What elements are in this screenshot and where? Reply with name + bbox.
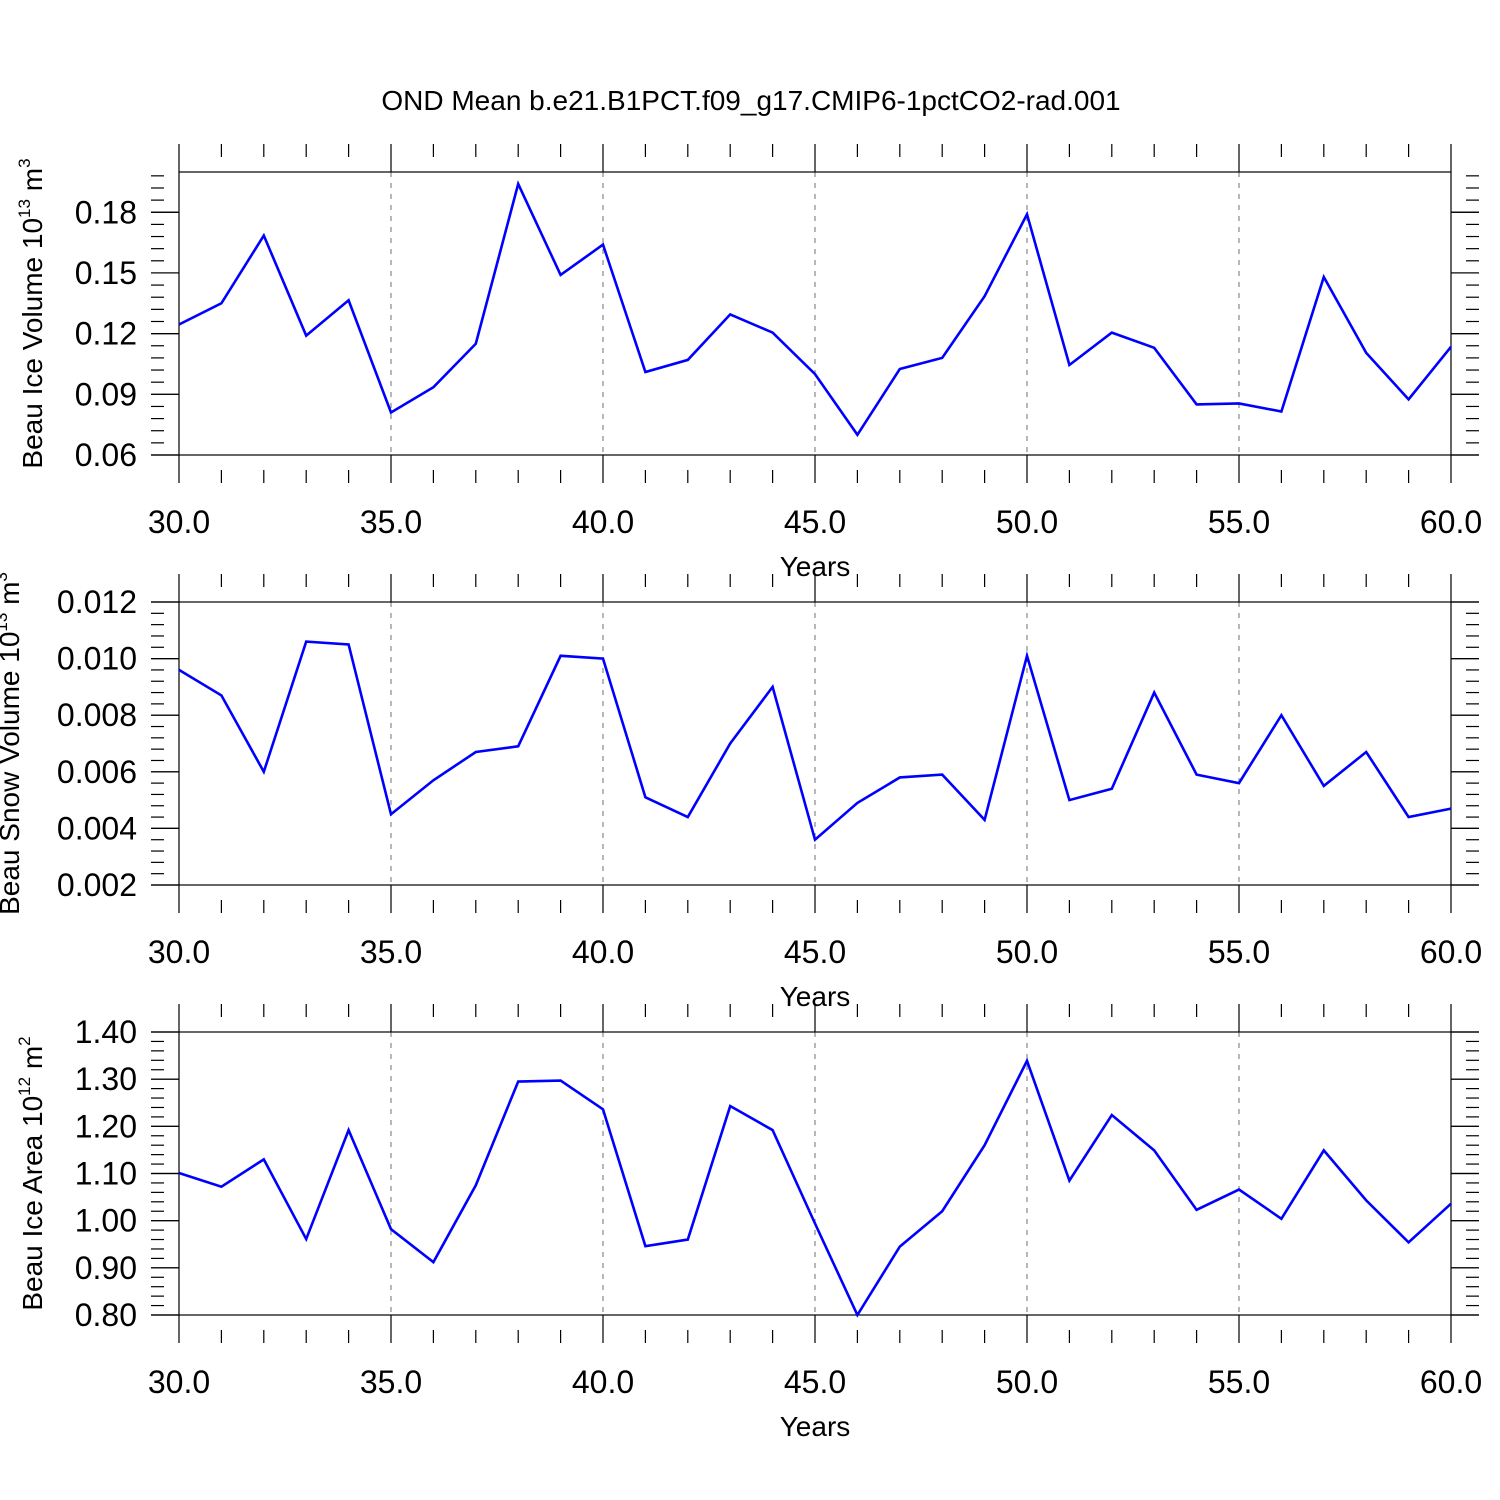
y-tick-label: 1.30 — [75, 1061, 137, 1097]
y-tick-label: 0.06 — [75, 437, 137, 473]
y-tick-label: 0.18 — [75, 194, 137, 230]
panel-1: 0.06 0.09 0.12 0.15 0.18 30.0 35.0 40.0 45.0 50.0… — [15, 144, 1482, 582]
x-tick-label: 45.0 — [784, 934, 846, 970]
y-tick-label: 1.10 — [75, 1156, 137, 1192]
y-axis-label: Beau Snow Volume 1013 m3 — [0, 572, 25, 915]
x-axis-label: Years — [780, 1411, 851, 1442]
plot-frame — [178, 1031, 1452, 1316]
y-tick-label: 1.00 — [75, 1203, 137, 1239]
plot-frame — [178, 601, 1452, 886]
x-tick-label: 30.0 — [148, 504, 210, 540]
x-tick-label: 60.0 — [1420, 504, 1482, 540]
x-tick-label: 50.0 — [996, 504, 1058, 540]
y-tick-label: 0.12 — [75, 316, 137, 352]
x-tick-label: 35.0 — [360, 1364, 422, 1400]
x-tick-label: 45.0 — [784, 504, 846, 540]
plot-frame — [178, 171, 1452, 456]
chart-title: OND Mean b.e21.B1PCT.f09_g17.CMIP6-1pctC… — [381, 85, 1120, 116]
panel-2: 0.002 0.004 0.006 0.008 0.010 0.012 30.0 35.0 40… — [0, 572, 1482, 1012]
y-tick-label: 0.90 — [75, 1250, 137, 1286]
y-axis-label: Beau Ice Volume 1013 m3 — [15, 158, 48, 468]
x-tick-label: 35.0 — [360, 934, 422, 970]
x-tick-label: 45.0 — [784, 1364, 846, 1400]
series-line-1 — [178, 180, 1453, 438]
y-tick-label: 1.20 — [75, 1108, 137, 1144]
y-tick-label: 0.006 — [57, 754, 137, 790]
y-tick-label: 0.15 — [75, 255, 137, 291]
x-tick-label: 60.0 — [1420, 1364, 1482, 1400]
x-tick-label: 50.0 — [996, 934, 1058, 970]
x-tick-label: 30.0 — [148, 934, 210, 970]
y-tick-label: 0.002 — [57, 867, 137, 903]
x-tick-label: 50.0 — [996, 1364, 1058, 1400]
y-tick-label: 0.012 — [57, 584, 137, 620]
x-tick-label: 55.0 — [1208, 934, 1270, 970]
y-tick-label: 0.09 — [75, 376, 137, 412]
x-tick-label: 40.0 — [572, 934, 634, 970]
y-axis-label: Beau Ice Area 1012 m2 — [15, 1036, 48, 1310]
x-tick-label: 55.0 — [1208, 504, 1270, 540]
panels: 0.06 0.09 0.12 0.15 0.18 30.0 35.0 40.0 45.0 50.0… — [0, 144, 1482, 1442]
x-tick-label: 30.0 — [148, 1364, 210, 1400]
x-tick-label: 55.0 — [1208, 1364, 1270, 1400]
x-tick-label: 40.0 — [572, 504, 634, 540]
y-tick-label: 1.40 — [75, 1014, 137, 1050]
series-line-2 — [178, 640, 1452, 843]
y-tick-label: 0.008 — [57, 697, 137, 733]
x-tick-label: 35.0 — [360, 504, 422, 540]
y-tick-label: 0.80 — [75, 1297, 137, 1333]
panel-3: 0.80 0.90 1.00 1.10 1.20 1.30 1.40 30.0 35.0 40.0… — [15, 1004, 1482, 1442]
y-tick-label: 0.004 — [57, 810, 137, 846]
y-tick-label: 0.010 — [57, 641, 137, 677]
x-tick-label: 60.0 — [1420, 934, 1482, 970]
x-tick-label: 40.0 — [572, 1364, 634, 1400]
series-line-3 — [178, 1057, 1452, 1318]
